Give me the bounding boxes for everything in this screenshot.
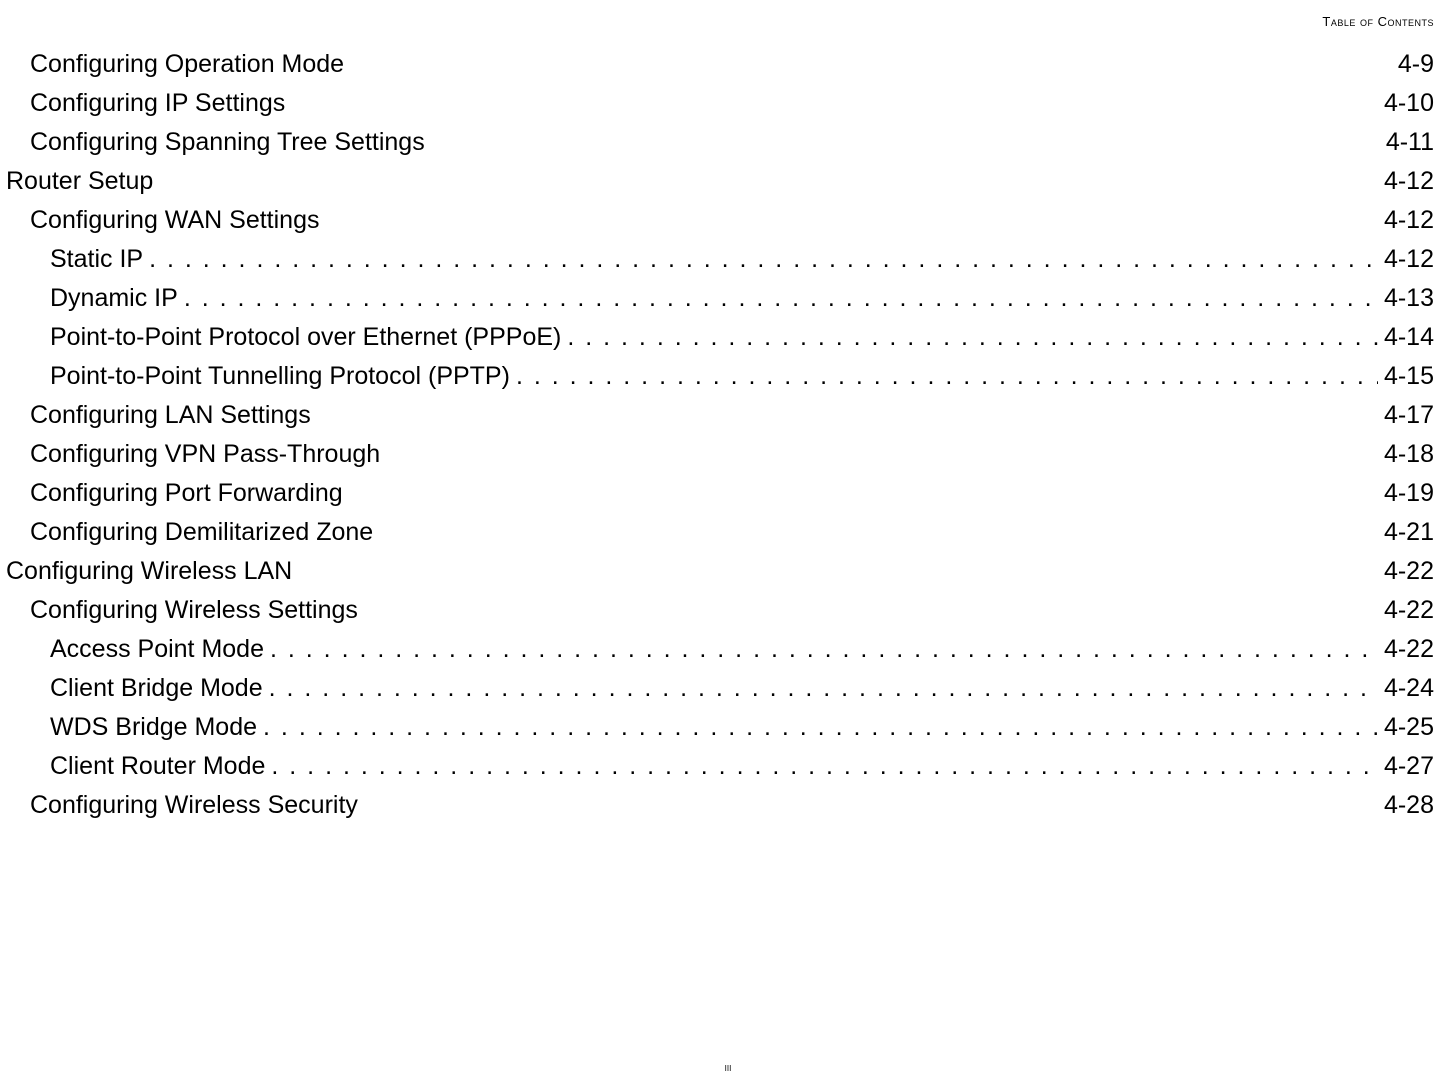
toc-row: Configuring LAN Settings. . . . . . . . … bbox=[0, 403, 1434, 442]
toc-row: Point-to-Point Tunnelling Protocol (PPTP… bbox=[0, 364, 1434, 403]
toc-row: Configuring Port Forwarding. . . . . . .… bbox=[0, 481, 1434, 520]
toc-row: Configuring Spanning Tree Settings. . . … bbox=[0, 130, 1434, 169]
toc-row: Configuring Wireless Security. . . . . .… bbox=[0, 793, 1434, 832]
toc-page-number: 4-22 bbox=[1384, 559, 1434, 584]
toc-page-number: 4-10 bbox=[1384, 91, 1434, 116]
toc-page-number: 4-15 bbox=[1384, 364, 1434, 389]
toc-page-number: 4-14 bbox=[1384, 325, 1434, 350]
toc-leader: . . . . . . . . . . . . . . . . . . . . … bbox=[567, 325, 1378, 350]
toc-page-number: 4-13 bbox=[1384, 286, 1434, 311]
toc-title: Configuring LAN Settings bbox=[30, 403, 311, 428]
page-header: Table of Contents bbox=[1322, 14, 1434, 29]
toc-leader: . . . . . . . . . . . . . . . . . . . . … bbox=[269, 676, 1378, 701]
toc-leader: . . . . . . . . . . . . . . . . . . . . … bbox=[516, 364, 1378, 389]
toc-page-number: 4-27 bbox=[1384, 754, 1434, 779]
toc-page-number: 4-22 bbox=[1384, 598, 1434, 623]
toc-page-number: 4-28 bbox=[1384, 793, 1434, 818]
toc-leader: . . . . . . . . . . . . . . . . . . . . … bbox=[263, 715, 1378, 740]
toc-title: Configuring Spanning Tree Settings bbox=[30, 130, 425, 155]
toc-row: Configuring IP Settings. . . . . . . . .… bbox=[0, 91, 1434, 130]
toc-leader: . . . . . . . . . . . . . . . . . . . . … bbox=[184, 286, 1378, 311]
toc-title: Configuring Wireless Security bbox=[30, 793, 358, 818]
toc-title: Configuring VPN Pass-Through bbox=[30, 442, 380, 467]
toc-leader: . . . . . . . . . . . . . . . . . . . . … bbox=[270, 637, 1378, 662]
toc-page-number: 4-21 bbox=[1384, 520, 1434, 545]
toc-row: Configuring Operation Mode. . . . . . . … bbox=[0, 52, 1434, 91]
toc-title: Configuring Demilitarized Zone bbox=[30, 520, 373, 545]
toc-title: Router Setup bbox=[6, 169, 153, 194]
toc-page-number: 4-17 bbox=[1384, 403, 1434, 428]
toc-row: Access Point Mode. . . . . . . . . . . .… bbox=[0, 637, 1434, 676]
toc-page-number: 4-22 bbox=[1384, 637, 1434, 662]
toc-row: Configuring Demilitarized Zone. . . . . … bbox=[0, 520, 1434, 559]
toc-page-number: 4-12 bbox=[1384, 208, 1434, 233]
toc-page-number: 4-18 bbox=[1384, 442, 1434, 467]
toc-title: Configuring IP Settings bbox=[30, 91, 285, 116]
toc-title: Dynamic IP bbox=[50, 286, 178, 311]
toc-page-number: 4-24 bbox=[1384, 676, 1434, 701]
toc-page-number: 4-19 bbox=[1384, 481, 1434, 506]
toc-row: Configuring WAN Settings. . . . . . . . … bbox=[0, 208, 1434, 247]
toc-leader: . . . . . . . . . . . . . . . . . . . . … bbox=[149, 247, 1378, 272]
page-footer: iii bbox=[0, 1060, 1456, 1074]
page-container: Table of Contents Configuring Operation … bbox=[0, 0, 1456, 1090]
toc-row: Point-to-Point Protocol over Ethernet (P… bbox=[0, 325, 1434, 364]
toc-leader: . . . . . . . . . . . . . . . . . . . . … bbox=[271, 754, 1378, 779]
toc-page-number: 4-11 bbox=[1386, 130, 1434, 155]
toc-row: Configuring Wireless LAN. . . . . . . . … bbox=[0, 559, 1434, 598]
toc-title: Access Point Mode bbox=[50, 637, 264, 662]
toc-title: Configuring Port Forwarding bbox=[30, 481, 343, 506]
toc-row: Configuring Wireless Settings. . . . . .… bbox=[0, 598, 1434, 637]
toc-row: Static IP. . . . . . . . . . . . . . . .… bbox=[0, 247, 1434, 286]
toc-row: WDS Bridge Mode . . . . . . . . . . . . … bbox=[0, 715, 1434, 754]
toc-title: Client Bridge Mode bbox=[50, 676, 263, 701]
toc-page-number: 4-12 bbox=[1384, 169, 1434, 194]
toc-list: Configuring Operation Mode . . . . . . . … bbox=[0, 52, 1434, 832]
toc-page-number: 4-12 bbox=[1384, 247, 1434, 272]
toc-title: Static IP bbox=[50, 247, 143, 272]
toc-title: Configuring Wireless Settings bbox=[30, 598, 358, 623]
toc-title: WDS Bridge Mode bbox=[50, 715, 257, 740]
toc-page-number: 4-9 bbox=[1398, 52, 1434, 77]
toc-row: Dynamic IP. . . . . . . . . . . . . . . … bbox=[0, 286, 1434, 325]
toc-row: Router Setup. . . . . . . . . . . . . . … bbox=[0, 169, 1434, 208]
toc-row: Client Bridge Mode . . . . . . . . . . .… bbox=[0, 676, 1434, 715]
toc-title: Point-to-Point Protocol over Ethernet (P… bbox=[50, 325, 561, 350]
toc-page-number: 4-25 bbox=[1384, 715, 1434, 740]
toc-row: Client Router Mode . . . . . . . . . . .… bbox=[0, 754, 1434, 793]
toc-title: Configuring Operation Mode bbox=[30, 52, 344, 77]
toc-title: Configuring WAN Settings bbox=[30, 208, 319, 233]
toc-title: Client Router Mode bbox=[50, 754, 265, 779]
toc-row: Configuring VPN Pass-Through. . . . . . … bbox=[0, 442, 1434, 481]
toc-title: Point-to-Point Tunnelling Protocol (PPTP… bbox=[50, 364, 510, 389]
toc-title: Configuring Wireless LAN bbox=[6, 559, 292, 584]
